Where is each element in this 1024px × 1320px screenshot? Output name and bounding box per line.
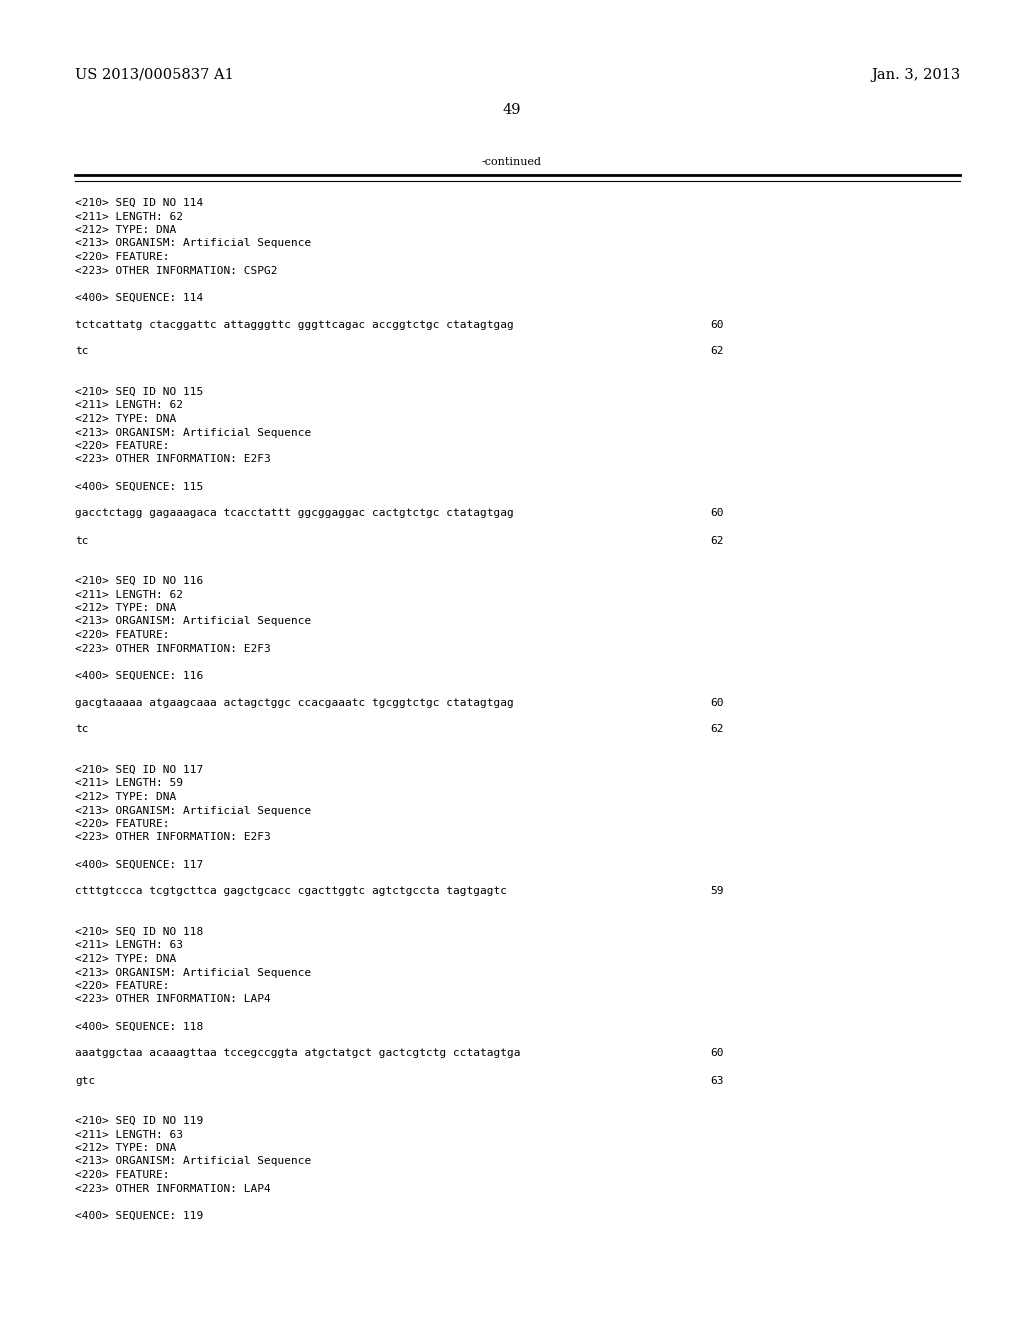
Text: 62: 62 <box>710 536 724 545</box>
Text: <400> SEQUENCE: 119: <400> SEQUENCE: 119 <box>75 1210 203 1221</box>
Text: <210> SEQ ID NO 117: <210> SEQ ID NO 117 <box>75 766 203 775</box>
Text: 62: 62 <box>710 725 724 734</box>
Text: 60: 60 <box>710 319 724 330</box>
Text: <212> TYPE: DNA: <212> TYPE: DNA <box>75 954 176 964</box>
Text: <211> LENGTH: 62: <211> LENGTH: 62 <box>75 400 183 411</box>
Text: <220> FEATURE:: <220> FEATURE: <box>75 630 170 640</box>
Text: <400> SEQUENCE: 118: <400> SEQUENCE: 118 <box>75 1022 203 1031</box>
Text: 60: 60 <box>710 697 724 708</box>
Text: <211> LENGTH: 62: <211> LENGTH: 62 <box>75 590 183 599</box>
Text: <210> SEQ ID NO 115: <210> SEQ ID NO 115 <box>75 387 203 397</box>
Text: <212> TYPE: DNA: <212> TYPE: DNA <box>75 792 176 803</box>
Text: <220> FEATURE:: <220> FEATURE: <box>75 981 170 991</box>
Text: <211> LENGTH: 59: <211> LENGTH: 59 <box>75 779 183 788</box>
Text: <213> ORGANISM: Artificial Sequence: <213> ORGANISM: Artificial Sequence <box>75 805 311 816</box>
Text: 60: 60 <box>710 508 724 519</box>
Text: tctcattatg ctacggattc attagggttc gggttcagac accggtctgc ctatagtgag: tctcattatg ctacggattc attagggttc gggttca… <box>75 319 514 330</box>
Text: <211> LENGTH: 63: <211> LENGTH: 63 <box>75 1130 183 1139</box>
Text: <213> ORGANISM: Artificial Sequence: <213> ORGANISM: Artificial Sequence <box>75 239 311 248</box>
Text: <211> LENGTH: 62: <211> LENGTH: 62 <box>75 211 183 222</box>
Text: US 2013/0005837 A1: US 2013/0005837 A1 <box>75 69 233 82</box>
Text: <220> FEATURE:: <220> FEATURE: <box>75 252 170 261</box>
Text: <400> SEQUENCE: 114: <400> SEQUENCE: 114 <box>75 293 203 302</box>
Text: <220> FEATURE:: <220> FEATURE: <box>75 818 170 829</box>
Text: <210> SEQ ID NO 116: <210> SEQ ID NO 116 <box>75 576 203 586</box>
Text: <210> SEQ ID NO 114: <210> SEQ ID NO 114 <box>75 198 203 209</box>
Text: <213> ORGANISM: Artificial Sequence: <213> ORGANISM: Artificial Sequence <box>75 968 311 978</box>
Text: <211> LENGTH: 63: <211> LENGTH: 63 <box>75 940 183 950</box>
Text: 62: 62 <box>710 346 724 356</box>
Text: <223> OTHER INFORMATION: LAP4: <223> OTHER INFORMATION: LAP4 <box>75 1184 270 1193</box>
Text: <213> ORGANISM: Artificial Sequence: <213> ORGANISM: Artificial Sequence <box>75 428 311 437</box>
Text: 60: 60 <box>710 1048 724 1059</box>
Text: 49: 49 <box>503 103 521 117</box>
Text: <223> OTHER INFORMATION: E2F3: <223> OTHER INFORMATION: E2F3 <box>75 644 270 653</box>
Text: <223> OTHER INFORMATION: E2F3: <223> OTHER INFORMATION: E2F3 <box>75 833 270 842</box>
Text: aaatggctaa acaaagttaa tccegccggta atgctatgct gactcgtctg cctatagtga: aaatggctaa acaaagttaa tccegccggta atgcta… <box>75 1048 520 1059</box>
Text: 59: 59 <box>710 887 724 896</box>
Text: <210> SEQ ID NO 118: <210> SEQ ID NO 118 <box>75 927 203 937</box>
Text: <213> ORGANISM: Artificial Sequence: <213> ORGANISM: Artificial Sequence <box>75 616 311 627</box>
Text: <212> TYPE: DNA: <212> TYPE: DNA <box>75 603 176 612</box>
Text: <223> OTHER INFORMATION: CSPG2: <223> OTHER INFORMATION: CSPG2 <box>75 265 278 276</box>
Text: gacgtaaaaa atgaagcaaa actagctggc ccacgaaatc tgcggtctgc ctatagtgag: gacgtaaaaa atgaagcaaa actagctggc ccacgaa… <box>75 697 514 708</box>
Text: gacctctagg gagaaagaca tcacctattt ggcggaggac cactgtctgc ctatagtgag: gacctctagg gagaaagaca tcacctattt ggcggag… <box>75 508 514 519</box>
Text: <400> SEQUENCE: 116: <400> SEQUENCE: 116 <box>75 671 203 681</box>
Text: <223> OTHER INFORMATION: LAP4: <223> OTHER INFORMATION: LAP4 <box>75 994 270 1005</box>
Text: -continued: -continued <box>482 157 542 168</box>
Text: Jan. 3, 2013: Jan. 3, 2013 <box>870 69 961 82</box>
Text: <212> TYPE: DNA: <212> TYPE: DNA <box>75 1143 176 1152</box>
Text: tc: tc <box>75 725 88 734</box>
Text: <223> OTHER INFORMATION: E2F3: <223> OTHER INFORMATION: E2F3 <box>75 454 270 465</box>
Text: gtc: gtc <box>75 1076 95 1085</box>
Text: 63: 63 <box>710 1076 724 1085</box>
Text: <212> TYPE: DNA: <212> TYPE: DNA <box>75 224 176 235</box>
Text: <220> FEATURE:: <220> FEATURE: <box>75 441 170 451</box>
Text: tc: tc <box>75 346 88 356</box>
Text: <213> ORGANISM: Artificial Sequence: <213> ORGANISM: Artificial Sequence <box>75 1156 311 1167</box>
Text: tc: tc <box>75 536 88 545</box>
Text: <400> SEQUENCE: 115: <400> SEQUENCE: 115 <box>75 482 203 491</box>
Text: <400> SEQUENCE: 117: <400> SEQUENCE: 117 <box>75 859 203 870</box>
Text: <212> TYPE: DNA: <212> TYPE: DNA <box>75 414 176 424</box>
Text: <210> SEQ ID NO 119: <210> SEQ ID NO 119 <box>75 1115 203 1126</box>
Text: ctttgtccca tcgtgcttca gagctgcacc cgacttggtc agtctgccta tagtgagtc: ctttgtccca tcgtgcttca gagctgcacc cgacttg… <box>75 887 507 896</box>
Text: <220> FEATURE:: <220> FEATURE: <box>75 1170 170 1180</box>
